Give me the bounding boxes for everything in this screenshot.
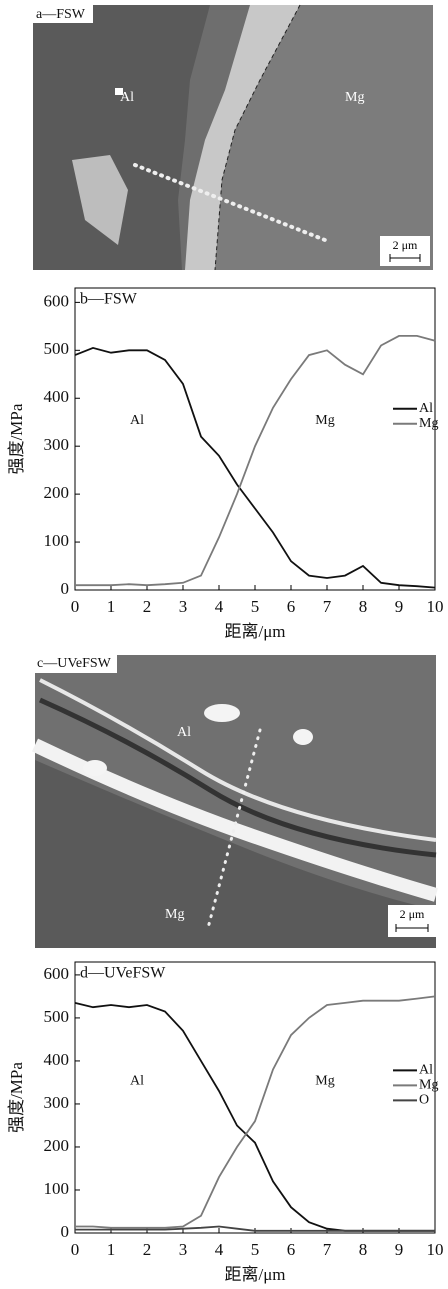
x-tick-label: 5 [251,1240,260,1259]
y-tick-label: 200 [44,1136,70,1155]
y-tick-label: 100 [44,1179,70,1198]
x-tick-label: 9 [395,1240,404,1259]
panel-label: d—UVeFSW [80,965,166,982]
y-axis-label: 强度/MPa [7,1062,26,1133]
phase-label: Al [177,725,191,740]
legend-label: Al [419,1063,433,1078]
x-tick-label: 9 [395,597,404,616]
x-tick-label: 6 [287,1240,296,1259]
annotation: Al [130,1073,144,1088]
x-tick-label: 3 [179,597,188,616]
x-axis-label: 距离/μm [224,1265,285,1284]
x-tick-label: 7 [323,1240,332,1259]
scale-label: 2 μm [393,238,418,252]
y-tick-label: 500 [44,1007,70,1026]
data-line [75,996,435,1227]
data-line [75,1003,435,1231]
x-axis-label: 距离/μm [224,622,285,641]
y-tick-label: 300 [44,1093,70,1112]
x-tick-label: 2 [143,1240,152,1259]
x-tick-label: 6 [287,597,296,616]
y-tick-label: 600 [44,291,70,310]
scale-label: 2 μm [400,907,425,921]
x-tick-label: 1 [107,1240,116,1259]
y-tick-label: 100 [44,531,70,550]
legend-label: O [419,1093,429,1108]
phase-label: Mg [165,907,184,922]
sem-image-c: c—UVeFSW Al Mg 2 μm [35,655,436,948]
x-tick-label: 1 [107,597,116,616]
figure: a—FSW Al Mg 2 μm c—UVeFSW Al Mg 2 μm 010… [0,0,448,1289]
x-tick-label: 3 [179,1240,188,1259]
image-label: a—FSW [36,7,86,22]
data-line [75,348,435,588]
legend-label: Mg [419,1078,438,1093]
legend-label: Al [419,401,433,416]
x-tick-label: 10 [427,597,444,616]
annotation: Mg [315,413,334,428]
y-axis-label: 强度/MPa [7,403,26,474]
x-tick-label: 7 [323,597,332,616]
x-tick-label: 8 [359,597,368,616]
y-tick-label: 400 [44,1050,70,1069]
y-tick-label: 400 [44,387,70,406]
annotation: Mg [315,1073,334,1088]
x-tick-label: 0 [71,1240,80,1259]
y-tick-label: 300 [44,435,70,454]
panel-label: b—FSW [80,291,138,308]
data-line [75,336,435,585]
plot-frame [75,288,435,590]
x-tick-label: 2 [143,597,152,616]
x-tick-label: 0 [71,597,80,616]
annotation: Al [130,413,144,428]
sem-image-a: a—FSW Al Mg 2 μm [33,5,433,270]
x-tick-label: 8 [359,1240,368,1259]
plot-frame [75,962,435,1233]
x-tick-label: 4 [215,597,224,616]
y-tick-label: 600 [44,964,70,983]
x-tick-label: 10 [427,1240,444,1259]
y-tick-label: 200 [44,483,70,502]
legend-label: Mg [419,416,438,431]
phase-label: Mg [345,90,364,105]
y-tick-label: 500 [44,339,70,358]
image-label: c—UVeFSW [37,656,112,671]
x-tick-label: 5 [251,597,260,616]
x-tick-label: 4 [215,1240,224,1259]
phase-label: Al [120,90,134,105]
y-tick-label: 0 [61,1222,70,1241]
y-tick-label: 0 [61,579,70,598]
